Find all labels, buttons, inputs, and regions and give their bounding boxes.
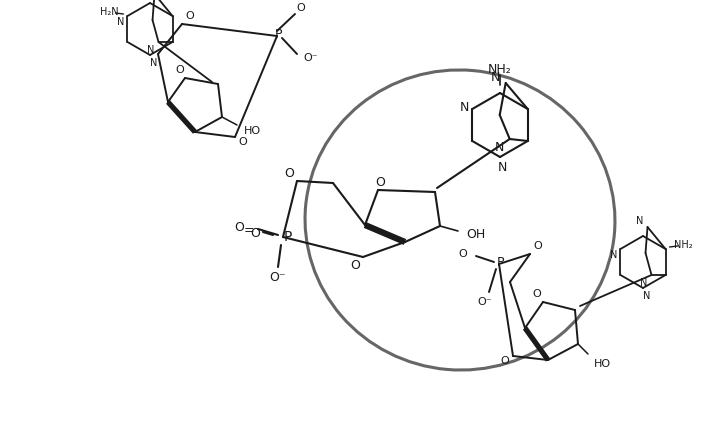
Text: P: P	[284, 230, 292, 244]
Text: P: P	[498, 256, 505, 268]
Text: N: N	[495, 140, 505, 154]
Text: N: N	[147, 45, 154, 55]
Text: O⁻: O⁻	[270, 271, 287, 283]
Text: OH: OH	[467, 227, 485, 241]
Text: H₂N: H₂N	[100, 7, 119, 17]
Text: P: P	[275, 27, 283, 40]
Text: O: O	[250, 227, 260, 239]
Text: O: O	[238, 137, 248, 147]
Text: N: N	[491, 70, 500, 84]
Text: N: N	[636, 216, 643, 226]
Text: N: N	[459, 100, 469, 114]
Text: N: N	[150, 58, 158, 68]
Text: N: N	[610, 250, 617, 260]
Text: O: O	[176, 65, 184, 75]
Text: N: N	[117, 17, 124, 27]
Text: NH₂: NH₂	[674, 240, 693, 250]
Text: O⁻: O⁻	[477, 297, 492, 307]
Text: O⁻: O⁻	[304, 53, 318, 63]
Text: O: O	[350, 259, 360, 271]
Text: NH₂: NH₂	[488, 62, 512, 76]
Text: O: O	[533, 289, 541, 299]
Text: N: N	[643, 291, 651, 301]
Text: O: O	[234, 220, 244, 234]
Text: HO: HO	[593, 359, 611, 369]
Text: O: O	[284, 166, 294, 180]
Text: N: N	[640, 278, 647, 288]
Text: HO: HO	[243, 126, 261, 136]
Text: O: O	[186, 11, 194, 21]
Text: O: O	[297, 3, 305, 13]
Text: =: =	[243, 224, 254, 238]
Text: N: N	[498, 161, 507, 173]
Text: O: O	[459, 249, 467, 259]
Text: O: O	[500, 356, 509, 366]
Text: O: O	[534, 241, 542, 251]
Text: O: O	[375, 176, 385, 188]
